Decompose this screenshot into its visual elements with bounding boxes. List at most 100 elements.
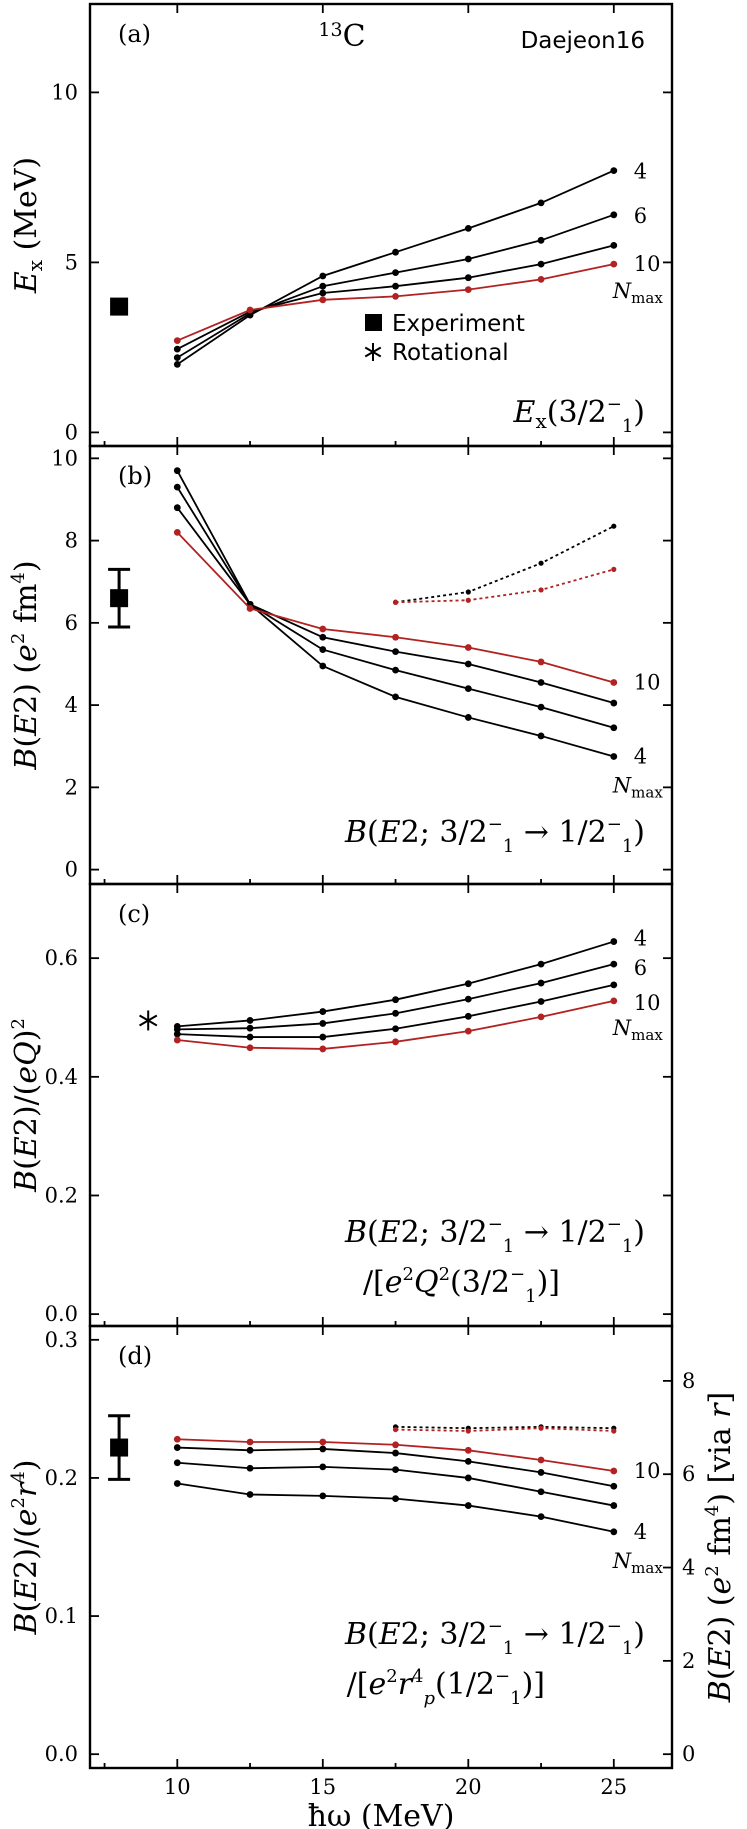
x-tick-label: 15 (309, 1775, 336, 1799)
data-point (464, 1027, 472, 1035)
series-nmax-6 (173, 1459, 618, 1509)
y-right-tick-label: 0 (682, 1742, 695, 1766)
series-nmax-4 (173, 467, 618, 760)
data-point (610, 260, 618, 268)
data-point (173, 1459, 181, 1467)
data-point (319, 625, 327, 633)
y-tick-label: 0.2 (45, 1466, 78, 1490)
series-nmax-10 (173, 260, 618, 344)
series-line (177, 1482, 614, 1533)
data-point (173, 354, 181, 361)
data-point (173, 1030, 181, 1038)
y-tick-label: 0.3 (45, 1328, 78, 1352)
series-nmax-6 (173, 960, 618, 1033)
data-point (319, 646, 327, 653)
y-tick-label: 10 (51, 446, 78, 470)
data-point (610, 167, 618, 175)
x-tick-label: 10 (164, 1775, 191, 1799)
dotted-series-line (395, 1425, 614, 1430)
data-point (392, 1441, 399, 1449)
y-tick-label: 5 (65, 250, 78, 274)
data-point (392, 1038, 399, 1046)
data-point (537, 703, 545, 711)
panel-title-line2: /[e2r4p(1/2−1)] (347, 1666, 545, 1709)
data-point (173, 1444, 181, 1451)
panel-title: Ex(3/2−1) (513, 394, 645, 437)
series-nmax-4 (173, 167, 618, 368)
line-label: 4 (634, 160, 647, 184)
data-point (392, 633, 399, 641)
line-label: 10 (634, 991, 661, 1015)
data-point (173, 361, 181, 368)
y-tick-label: 0.0 (45, 1742, 78, 1766)
experiment-marker (110, 297, 129, 316)
data-point (319, 1463, 327, 1471)
data-point (537, 1513, 545, 1521)
data-point (464, 1457, 472, 1465)
data-point (319, 296, 327, 304)
series-line (176, 531, 615, 684)
data-point (319, 1045, 327, 1053)
data-point (464, 714, 472, 721)
data-point (246, 1491, 254, 1498)
data-point (392, 693, 399, 701)
data-point (392, 1449, 399, 1457)
data-point (464, 660, 472, 668)
panel-label: (c) (118, 900, 150, 928)
data-point (464, 255, 472, 263)
data-point (173, 1435, 181, 1443)
dotted-series-point (611, 523, 617, 529)
panel-label: (b) (118, 462, 152, 490)
data-point (464, 286, 472, 293)
y-axis-title: B(E2)/(eQ)2 (8, 1018, 44, 1193)
nmax-label: Nmax (612, 1549, 664, 1577)
data-point (464, 685, 472, 693)
line-label: 4 (634, 1520, 647, 1544)
series-nmax-8 (173, 981, 618, 1041)
data-point (319, 662, 327, 670)
data-point (464, 1012, 472, 1020)
data-point (537, 979, 545, 987)
series-line (176, 486, 615, 729)
dotted-series-point (538, 560, 544, 566)
dotted-series-line (395, 568, 615, 604)
legend-asterisk-icon (364, 346, 382, 358)
y-tick-label: 4 (65, 693, 78, 717)
y-tick-label: 0.6 (45, 946, 78, 970)
data-point (610, 1482, 618, 1490)
panel-label: (d) (118, 1342, 152, 1370)
data-point (392, 1025, 399, 1033)
nmax-label: Nmax (612, 279, 664, 307)
legend-rotational-label: Rotational (392, 340, 509, 366)
y-tick-label: 0.2 (45, 1183, 78, 1207)
y-axis-title: B(E2) (e2 fm4) (8, 560, 44, 770)
data-point (392, 648, 399, 656)
data-point (173, 483, 181, 491)
data-point (464, 644, 472, 651)
data-point (319, 1445, 327, 1453)
data-point (610, 724, 618, 732)
data-point (319, 1020, 327, 1027)
data-point (537, 1456, 545, 1464)
panel-label: (a) (118, 20, 151, 48)
data-point (537, 236, 545, 244)
data-point (246, 1044, 254, 1052)
data-point (610, 1502, 618, 1509)
data-point (319, 633, 327, 641)
line-label: 10 (634, 670, 661, 694)
data-point (392, 666, 399, 674)
x-tick-label: 25 (600, 1775, 627, 1799)
dotted-series-point (392, 599, 399, 605)
y-tick-label: 8 (65, 529, 78, 553)
series-nmax-8 (173, 1444, 618, 1490)
data-point (610, 1528, 618, 1536)
data-point (464, 225, 472, 232)
data-point (319, 1438, 327, 1446)
series-line (176, 470, 615, 758)
data-point (319, 1008, 327, 1015)
dotted-series-point (538, 1425, 544, 1431)
data-point (610, 997, 618, 1005)
data-point (610, 753, 618, 760)
data-point (392, 293, 399, 300)
